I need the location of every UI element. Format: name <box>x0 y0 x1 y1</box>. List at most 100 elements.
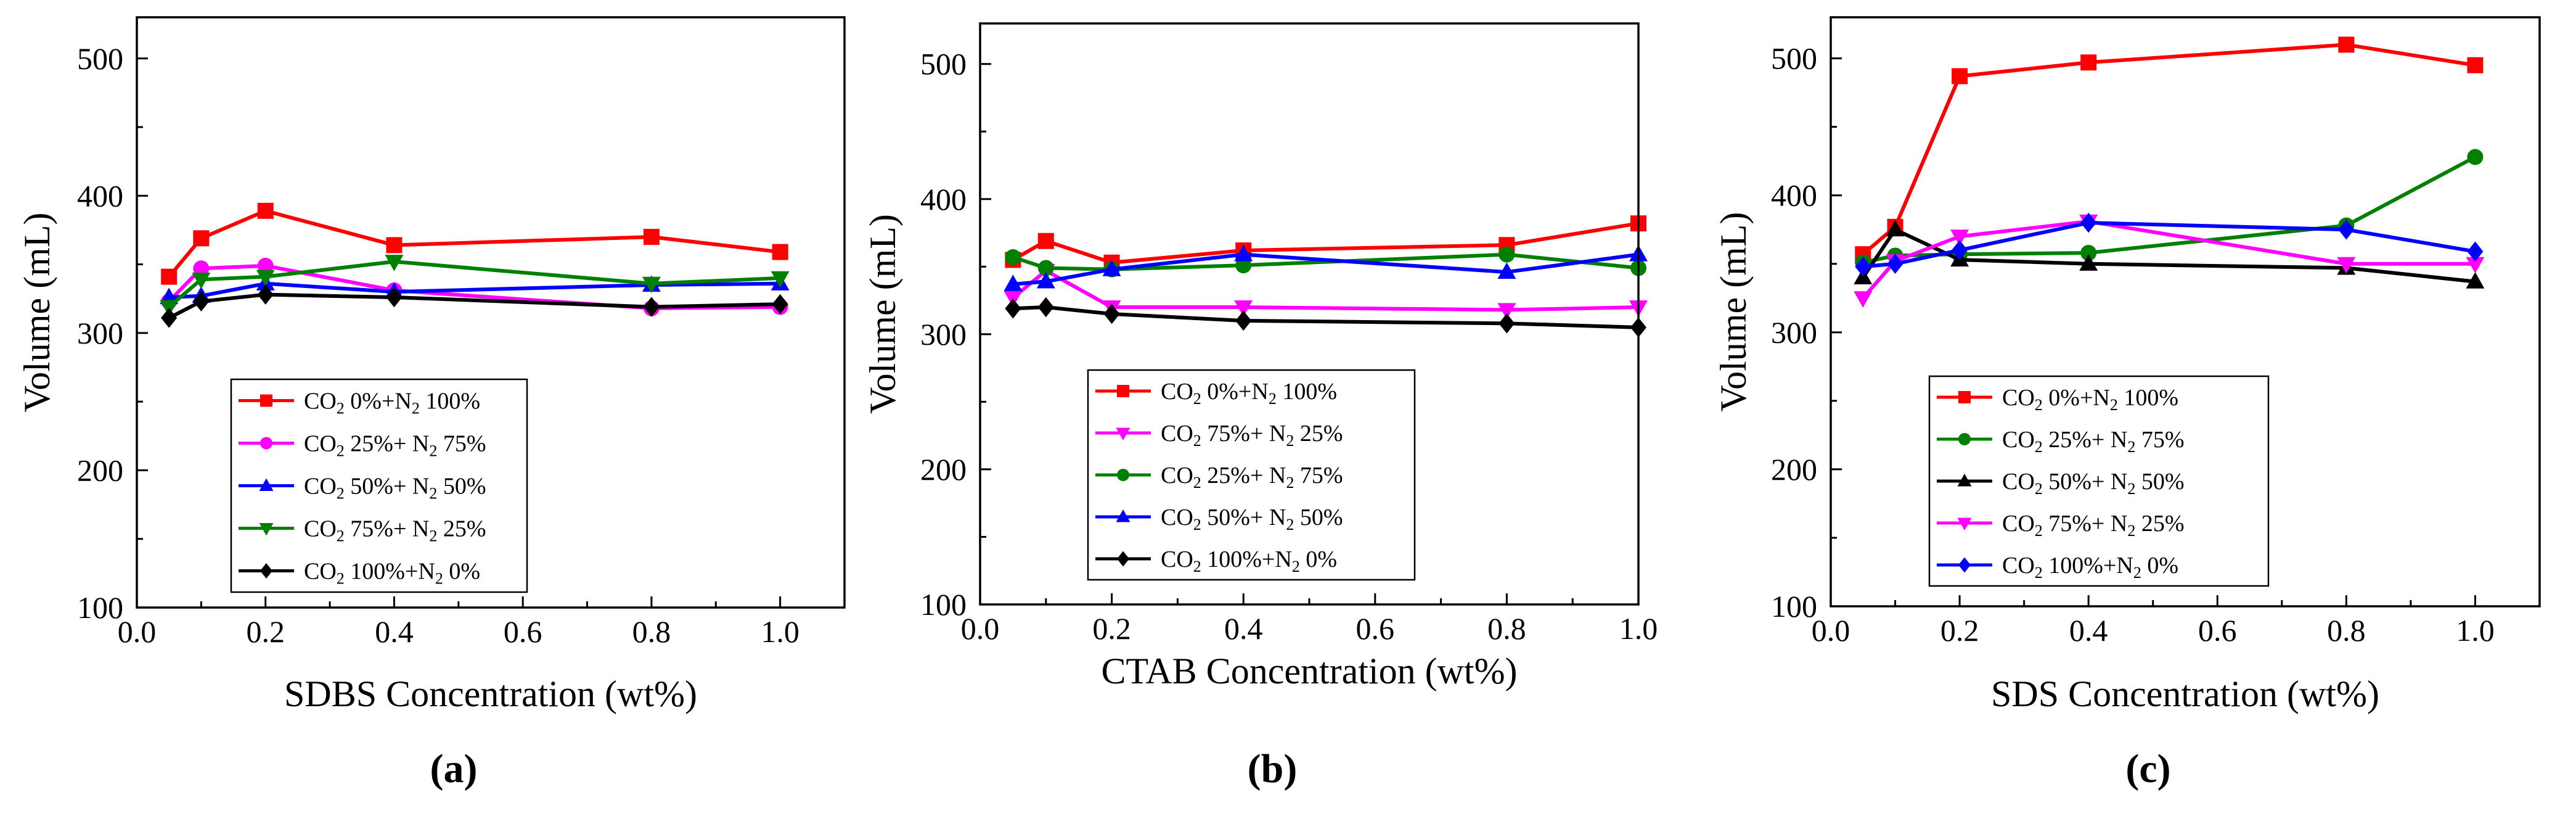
x-tick-label: 0.8 <box>1487 611 1526 646</box>
legend-entry: CO2 50%+ N2 50% <box>239 474 486 503</box>
panel-label: (b) <box>1248 746 1298 791</box>
legend-subscript: 2 <box>2127 522 2135 540</box>
x-tick-label: 0.2 <box>1940 613 1979 648</box>
x-tick-label: 0.0 <box>961 611 1000 646</box>
data-point <box>2080 54 2097 71</box>
data-point <box>772 294 788 315</box>
data-point <box>2467 241 2484 262</box>
legend-label: CO2 0%+N2 100% <box>2002 385 2178 414</box>
legend-label: CO2 25%+ N2 75% <box>304 431 486 460</box>
data-point <box>1497 303 1516 320</box>
legend-entry: CO2 50%+ N2 50% <box>1937 469 2184 498</box>
legend-text-part: 50%+ N <box>1201 505 1286 530</box>
legend-text-part: 75%+ N <box>2043 511 2128 537</box>
x-tick-label: 1.0 <box>1619 611 1658 646</box>
legend-subscript: 2 <box>1193 432 1201 450</box>
legend-text-part: 25% <box>2135 511 2184 537</box>
data-point <box>386 287 403 308</box>
y-tick-label: 200 <box>920 452 967 487</box>
data-point <box>161 308 178 328</box>
legend-text-part: 100%+N <box>2043 553 2133 579</box>
legend-marker <box>1117 551 1129 567</box>
plot-frame <box>979 22 1640 606</box>
legend-marker <box>1958 557 1971 573</box>
legend-entry: CO2 25%+ N2 75% <box>1937 427 2184 456</box>
data-point <box>193 260 210 277</box>
legend-text-part: 75%+ N <box>345 516 430 542</box>
legend: CO2 0%+N2 100%CO2 75%+ N2 25%CO2 25%+ N2… <box>1087 369 1416 581</box>
chart-panel-2: 0.0 0.2 0.4 0.6 0.8 1.0 100 200 300 400 500 CTAB Co… <box>862 22 1658 791</box>
x-tick-label: 0.8 <box>632 614 671 649</box>
chart-panel-1: 0.0 0.2 0.4 0.6 0.8 1.0 100 200 300 400 500 SDBS Co… <box>17 16 846 791</box>
legend-subscript: 2 <box>337 400 345 418</box>
legend-text-part: 50% <box>1294 505 1343 530</box>
y-axis-label: Volume (mL) <box>862 214 903 414</box>
data-point <box>1102 260 1121 276</box>
legend-text-part: 100% <box>2118 385 2178 411</box>
legend-subscript: 2 <box>2127 480 2135 498</box>
legend-text-part: 25%+ N <box>2043 427 2128 453</box>
legend-subscript: 2 <box>1193 390 1201 408</box>
x-tick-label: 0.0 <box>1812 613 1850 648</box>
legend-marker <box>1116 509 1131 522</box>
legend-text-part: 0%+N <box>2043 385 2110 411</box>
data-point <box>2079 254 2098 271</box>
x-tick-label: 0.6 <box>1356 611 1395 646</box>
legend-entry: CO2 100%+N2 0% <box>1937 553 2178 582</box>
legend-subscript: 2 <box>337 570 345 588</box>
legend-text-part: 25% <box>1294 421 1343 447</box>
legend-text-part: 50% <box>2135 469 2184 495</box>
data-point <box>161 268 178 285</box>
legend: CO2 0%+N2 100%CO2 25%+ N2 75%CO2 50%+ N2… <box>230 378 528 593</box>
data-point <box>1499 313 1515 334</box>
data-point <box>1499 246 1515 263</box>
legend-text-part: CO <box>304 389 337 414</box>
y-tick-label: 300 <box>920 317 967 352</box>
legend-subscript: 2 <box>2133 564 2141 582</box>
legend-marker <box>1958 391 1971 403</box>
legend-label: CO2 75%+ N2 25% <box>304 516 486 545</box>
legend-marker <box>1117 385 1129 397</box>
legend-subscript: 2 <box>337 485 345 503</box>
legend-text-part: 25%+ N <box>1201 463 1286 488</box>
legend-label: CO2 25%+ N2 75% <box>2002 427 2184 456</box>
data-point <box>192 273 211 289</box>
legend-entry: CO2 75%+ N2 25% <box>239 516 486 545</box>
series-4 <box>160 255 790 317</box>
y-tick-label: 500 <box>1771 41 1817 76</box>
legend-label: CO2 50%+ N2 50% <box>1161 505 1343 534</box>
legend-subscript: 2 <box>2035 522 2043 540</box>
data-point <box>1887 253 1903 274</box>
chart-panel-3: 0.0 0.2 0.4 0.6 0.8 1.0 100 200 300 400 500 SDS Con… <box>1713 16 2541 791</box>
legend-label: CO2 75%+ N2 25% <box>2002 511 2184 540</box>
x-tick-label: 0.4 <box>1224 611 1263 646</box>
data-point <box>256 270 275 287</box>
series-1 <box>161 202 788 285</box>
legend-text-part: 25%+ N <box>345 431 430 457</box>
data-point <box>643 229 660 245</box>
x-tick-label: 1.0 <box>761 614 799 649</box>
legend-text-part: 100%+N <box>345 559 435 585</box>
x-axis-label: CTAB Concentration (wt%) <box>1101 651 1517 691</box>
data-point <box>643 297 660 317</box>
legend-marker <box>260 394 272 407</box>
legend-text-part: 100%+N <box>1201 546 1292 572</box>
x-tick-label: 0.4 <box>375 614 414 649</box>
data-point <box>1234 300 1253 317</box>
legend-subscript: 2 <box>337 527 345 545</box>
data-point <box>1854 291 1873 308</box>
panel-label: (c) <box>2125 746 2170 791</box>
legend-label: CO2 50%+ N2 50% <box>2002 469 2184 498</box>
legend-text-part: CO <box>304 559 337 585</box>
y-tick-label: 300 <box>1771 315 1817 350</box>
legend-text-part: CO <box>1161 463 1193 488</box>
panels: 0.0 0.2 0.4 0.6 0.8 1.0 100 200 300 400 500 SDBS Co… <box>17 16 2541 791</box>
plot-frame <box>136 16 846 609</box>
legend-marker <box>259 523 274 536</box>
data-point <box>160 287 179 305</box>
legend-text-part: 0% <box>1300 546 1337 572</box>
y-axis-label: Volume (mL) <box>17 213 57 413</box>
data-point <box>2338 219 2355 240</box>
legend-text-part: CO <box>2002 427 2035 453</box>
